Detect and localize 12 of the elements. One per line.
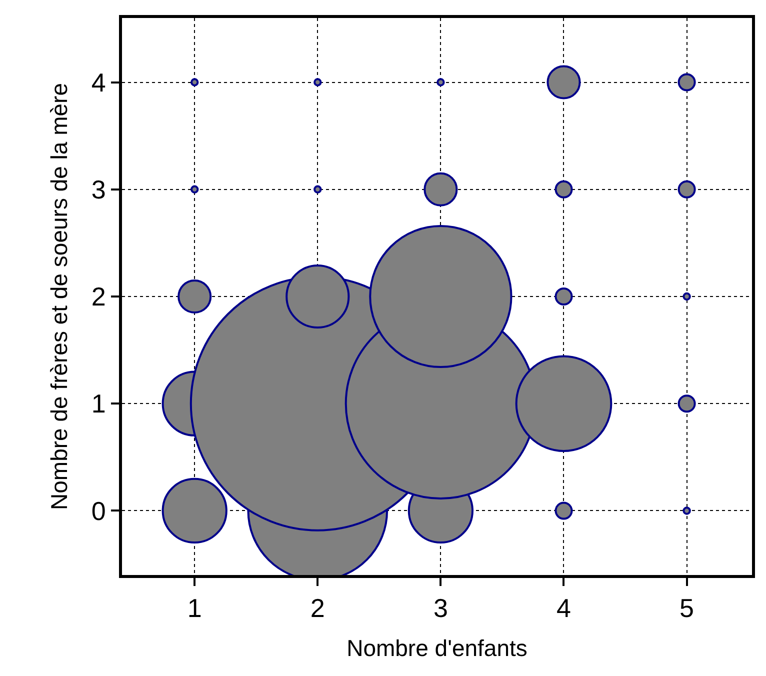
x-tick-label: 1 [187, 593, 202, 624]
y-tick-label: 1 [91, 388, 106, 419]
x-axis-title: Nombre d'enfants [346, 634, 528, 661]
y-tick-label: 0 [91, 496, 106, 526]
y-axis-title: Nombre de frères et de soeurs de la mère [46, 83, 72, 510]
x-tick-label: 2 [310, 593, 325, 624]
x-tick-label: 3 [433, 593, 448, 624]
y-tick-label: 2 [91, 282, 106, 312]
y-tick-label: 4 [91, 67, 106, 98]
x-tick-label: 4 [556, 593, 571, 624]
y-tick-label: 3 [91, 174, 106, 204]
x-tick-label: 5 [680, 593, 694, 624]
